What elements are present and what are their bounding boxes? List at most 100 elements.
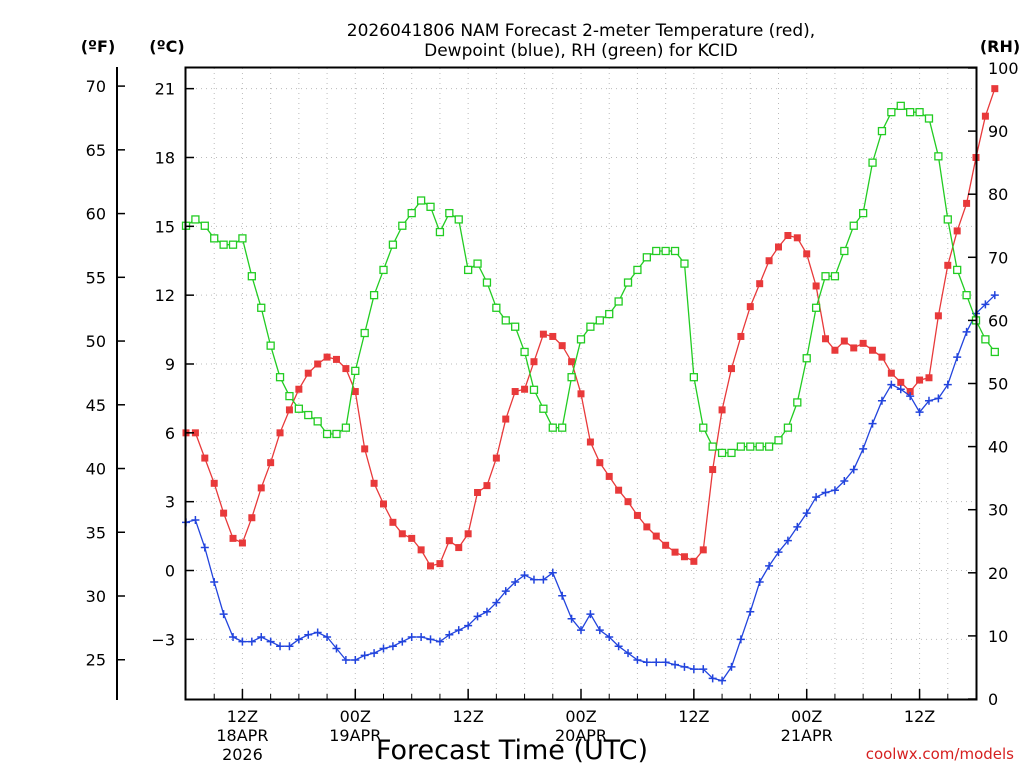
data-point-rh — [313, 417, 322, 426]
data-point-dewpoint — [661, 658, 670, 667]
data-point-rh — [896, 101, 905, 111]
data-point-dewpoint — [718, 676, 727, 685]
data-point-temperature — [680, 553, 688, 561]
data-point-rh — [783, 423, 793, 432]
x-tick-label-date: 19APR — [329, 726, 381, 745]
data-point-dewpoint — [746, 607, 755, 616]
data-point-temperature — [756, 280, 764, 288]
data-point-rh — [567, 373, 576, 382]
data-point-dewpoint — [943, 380, 952, 389]
data-point-temperature — [370, 479, 378, 487]
data-point-rh — [548, 423, 557, 432]
chart-title-line2: Dewpoint (blue), RH (green) for KCID — [424, 41, 738, 61]
data-point-dewpoint — [323, 633, 332, 642]
data-point-temperature — [521, 385, 529, 393]
data-point-rh — [717, 448, 727, 458]
data-point-rh — [463, 265, 473, 275]
data-point-rh — [661, 246, 670, 256]
data-point-dewpoint — [229, 633, 238, 642]
data-point-temperature — [812, 282, 820, 290]
data-point-rh — [539, 404, 548, 413]
data-point-dewpoint — [511, 577, 520, 586]
data-point-temperature — [925, 374, 933, 382]
data-point-rh — [247, 272, 256, 281]
data-point-rh — [623, 278, 633, 287]
data-point-temperature — [840, 337, 848, 345]
data-point-dewpoint — [473, 612, 482, 621]
rh-tick-label: 70 — [988, 248, 1008, 267]
data-point-temperature — [210, 479, 218, 487]
data-point-temperature — [699, 546, 707, 554]
data-point-dewpoint — [614, 642, 623, 651]
data-point-rh — [294, 404, 304, 413]
data-point-temperature — [991, 85, 999, 93]
data-point-temperature — [539, 330, 547, 338]
data-point-rh — [369, 291, 379, 300]
data-point-rh — [849, 221, 858, 230]
data-point-rh — [943, 215, 952, 224]
series-layer — [181, 85, 999, 685]
data-point-rh — [266, 341, 275, 350]
data-point-rh — [322, 429, 332, 439]
celsius-tick-label: 15 — [155, 217, 175, 236]
data-point-temperature — [323, 353, 331, 361]
rh-tick-label: 20 — [988, 564, 1008, 583]
data-point-rh — [642, 253, 651, 262]
data-point-dewpoint — [765, 561, 774, 570]
data-point-rh — [529, 385, 539, 394]
data-point-temperature — [445, 537, 453, 545]
data-point-temperature — [596, 459, 604, 467]
series-rh — [181, 101, 999, 458]
data-point-temperature — [906, 388, 914, 396]
data-point-dewpoint — [689, 665, 698, 674]
data-point-rh — [473, 259, 482, 268]
data-point-rh — [407, 208, 416, 218]
data-point-rh — [576, 335, 586, 344]
celsius-tick-label: 3 — [165, 493, 175, 512]
data-point-dewpoint — [257, 633, 266, 642]
data-point-rh — [793, 398, 802, 407]
celsius-tick-label: 6 — [165, 424, 175, 443]
data-point-dewpoint — [191, 516, 200, 525]
data-point-temperature — [464, 530, 472, 538]
data-point-rh — [332, 429, 341, 439]
series-temperature — [182, 85, 999, 570]
data-point-temperature — [342, 365, 350, 373]
data-point-rh — [934, 152, 943, 161]
data-point-dewpoint — [934, 394, 943, 403]
data-point-temperature — [793, 234, 801, 242]
celsius-tick-label: 12 — [155, 286, 175, 305]
data-point-temperature — [737, 332, 745, 340]
data-point-dewpoint — [642, 658, 651, 667]
x-tick-label-time: 12Z — [904, 707, 935, 726]
data-point-dewpoint — [680, 662, 689, 671]
data-point-rh — [492, 303, 501, 312]
data-point-temperature — [276, 429, 284, 437]
fahrenheit-tick-label: 25 — [86, 651, 106, 670]
data-point-temperature — [351, 388, 359, 396]
data-point-temperature — [709, 466, 717, 474]
data-point-dewpoint — [577, 626, 585, 635]
data-point-rh — [501, 316, 510, 325]
data-point-temperature — [784, 232, 792, 240]
celsius-tick-label: 0 — [165, 562, 175, 581]
grid-lines — [186, 68, 976, 699]
series-dewpoint — [182, 291, 999, 685]
data-point-temperature — [238, 539, 246, 547]
data-point-temperature — [332, 355, 340, 363]
data-point-dewpoint — [219, 610, 228, 619]
rh-tick-label: 10 — [988, 627, 1008, 646]
data-point-temperature — [455, 544, 463, 552]
data-point-rh — [520, 347, 529, 357]
data-point-rh — [708, 442, 717, 451]
data-point-rh — [275, 373, 285, 382]
rh-tick-label: 90 — [988, 122, 1008, 141]
data-point-temperature — [878, 353, 886, 361]
data-point-rh — [435, 227, 445, 237]
celsius-tick-label: 9 — [165, 355, 175, 374]
data-point-temperature — [934, 312, 942, 320]
data-point-rh — [219, 240, 228, 249]
data-point-temperature — [417, 546, 425, 554]
data-point-dewpoint — [379, 644, 388, 653]
celsius-tick-label: 21 — [155, 80, 175, 99]
